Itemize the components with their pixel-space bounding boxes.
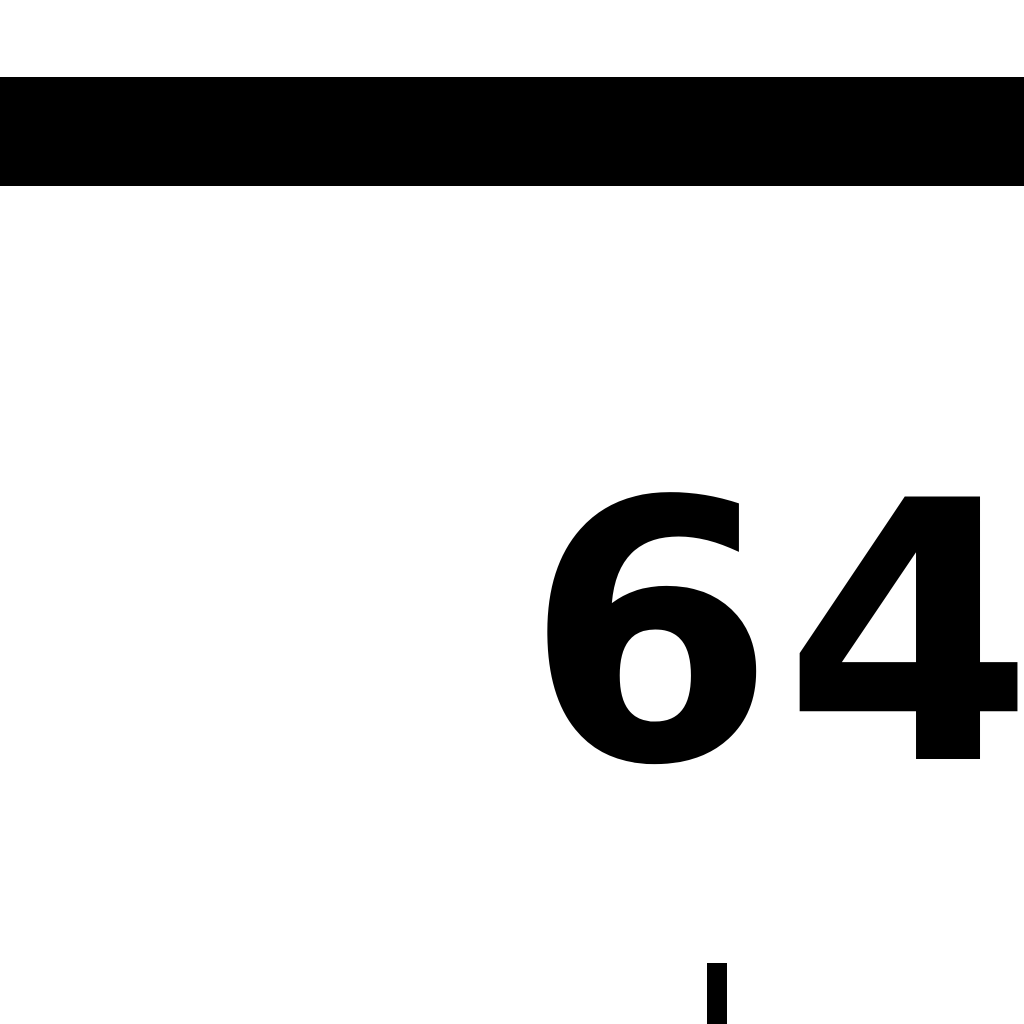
bottom-indicator: [707, 963, 727, 1024]
temperature-display: 64°: [525, 425, 1024, 844]
top-status-bar: [0, 77, 1024, 186]
temperature-value: 64: [525, 425, 1024, 844]
